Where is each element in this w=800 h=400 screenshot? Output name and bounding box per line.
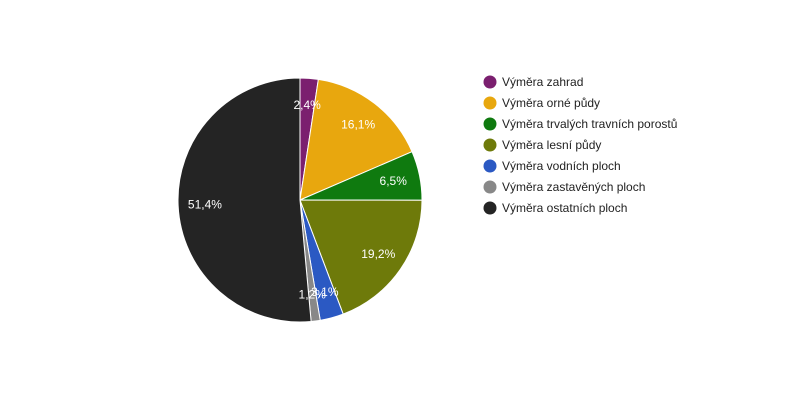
pie-slice-vymera-lesni-pudy[interactable] <box>299 199 423 315</box>
legend: Výměra zahrad Výměra orné půdy Výměra trva… <box>483 75 678 215</box>
legend-item-vymera-trvalych-travnich-porostu[interactable]: Výměra trvalých travních porostů <box>483 117 678 131</box>
legend-item-vymera-zahrad[interactable]: Výměra zahrad <box>483 75 584 89</box>
legend-label: Výměra orné půdy <box>502 96 600 110</box>
pie-slices <box>177 77 423 323</box>
legend-label: Výměra trvalých travních porostů <box>502 117 677 131</box>
slice-label-vymera-vodnich-ploch: 3,1% <box>311 285 339 299</box>
legend-swatch <box>483 138 497 152</box>
slice-label-vymera-zahrad: 2,4% <box>293 98 321 112</box>
legend-label: Výměra vodních ploch <box>502 159 621 173</box>
slice-label-vymera-orne-pudy: 16,1% <box>341 118 375 132</box>
slice-label-vymera-zastavenych-ploch: 1,2% <box>299 287 327 301</box>
slice-label-vymera-ostatnich-ploch: 51,4% <box>188 197 222 211</box>
legend-item-vymera-vodnich-ploch[interactable]: Výměra vodních ploch <box>483 159 621 173</box>
legend-swatch <box>483 180 497 194</box>
pie-slice-vymera-orne-pudy[interactable] <box>299 78 413 201</box>
legend-item-vymera-ostatnich-ploch[interactable]: Výměra ostatních ploch <box>483 201 628 215</box>
slice-labels: 2,4% 16,1% 6,5% 19,2% 3,1%1,2% 51,4% <box>188 98 407 301</box>
legend-item-vymera-zastavenych-ploch[interactable]: Výměra zastavěných ploch <box>483 180 646 194</box>
legend-swatch <box>483 96 497 110</box>
legend-swatch <box>483 75 497 89</box>
slice-label-vymera-lesni-pudy: 19,2% <box>361 247 395 261</box>
legend-label: Výměra ostatních ploch <box>502 201 627 215</box>
legend-swatch <box>483 117 497 131</box>
legend-label: Výměra zahrad <box>502 75 583 89</box>
legend-label: Výměra zastavěných ploch <box>502 180 645 194</box>
legend-item-vymera-lesni-pudy[interactable]: Výměra lesní půdy <box>483 138 602 152</box>
legend-label: Výměra lesní půdy <box>502 138 601 152</box>
legend-swatch <box>483 201 497 215</box>
legend-swatch <box>483 159 497 173</box>
pie-slice-vymera-ostatnich-ploch[interactable] <box>177 77 312 323</box>
legend-item-vymera-orne-pudy[interactable]: Výměra orné půdy <box>483 96 601 110</box>
slice-label-vymera-trvalych-travnich-porostu: 6,5% <box>380 174 408 188</box>
